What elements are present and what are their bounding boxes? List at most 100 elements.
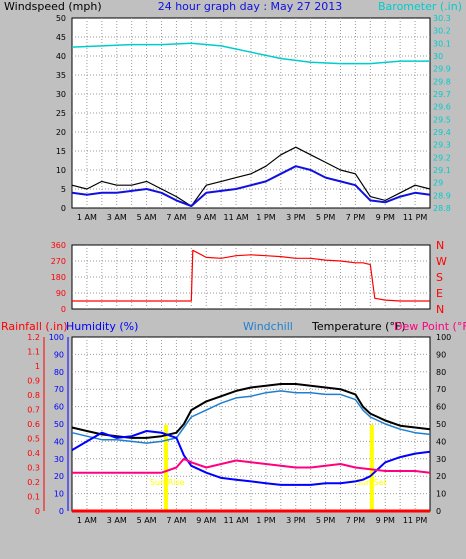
sun-marker-bar xyxy=(369,425,374,511)
windspeed-tick-label: 35 xyxy=(56,71,66,80)
barometer-tick-label: 30.2 xyxy=(433,27,451,36)
rainfall-tick-label: 0.2 xyxy=(27,478,40,487)
sun-marker-bar xyxy=(163,425,168,511)
rainfall-tick-label: 0.9 xyxy=(27,377,40,386)
humidity-tick-label: 70 xyxy=(54,385,64,394)
direction-tick-label: 270 xyxy=(51,257,66,266)
barometer-tick-label: 29 xyxy=(433,179,443,188)
x-tick-label: 3 PM xyxy=(286,213,305,222)
windspeed-tick-label: 15 xyxy=(56,147,66,156)
windspeed-x-ticks: 1 AM 3 AM 5 AM 7 AM 9 AM 11 AM 1 PM 3 PM 5 PM 7 P… xyxy=(77,213,427,222)
temperature-x-ticks: 1 AM 3 AM 5 AM 7 AM 9 AM 11 AM 1 PM 3 PM 5 PM 7 P… xyxy=(77,516,427,525)
humidity-tick-label: 100 xyxy=(49,333,64,342)
temperature-tick-label: 40 xyxy=(436,437,446,446)
dewpoint-line xyxy=(72,457,431,474)
windspeed-tick-label: 5 xyxy=(61,185,66,194)
wind-direction-line xyxy=(72,249,430,302)
temperature-label: Temperature (°F) xyxy=(311,320,406,333)
x-tick-label: 7 PM xyxy=(346,516,365,525)
rainfall-tick-label: 0.1 xyxy=(27,493,40,502)
windspeed-tick-label: 50 xyxy=(56,14,66,23)
wind-direction-series xyxy=(72,249,430,302)
temperature-tick-label: 80 xyxy=(436,368,446,377)
temperature-series: Sun Rise Sun Set xyxy=(71,383,431,513)
windspeed-y-ticks: 0 5 10 15 20 25 30 35 40 45 50 xyxy=(56,14,66,213)
rainfall-tick-label: 0.6 xyxy=(27,420,40,429)
barometer-tick-label: 28.9 xyxy=(433,191,451,200)
windspeed-tick-label: 25 xyxy=(56,109,66,118)
barometer-line xyxy=(71,42,430,65)
x-tick-label: 7 AM xyxy=(166,516,186,525)
barometer-tick-label: 29.2 xyxy=(433,153,451,162)
windspeed-tick-label: 10 xyxy=(56,166,66,175)
temperature-tick-label: 10 xyxy=(436,490,446,499)
temperature-tick-label: 60 xyxy=(436,403,446,412)
compass-tick-label: S xyxy=(436,271,443,284)
windspeed-tick-label: 0 xyxy=(61,204,66,213)
rainfall-tick-label: 1.1 xyxy=(27,348,40,357)
x-tick-label: 5 PM xyxy=(316,516,335,525)
x-tick-label: 11 PM xyxy=(403,516,428,525)
direction-tick-label: 0 xyxy=(61,305,66,314)
windspeed-tick-label: 20 xyxy=(56,128,66,137)
barometer-tick-label: 30.3 xyxy=(433,14,451,23)
direction-tick-label: 90 xyxy=(56,289,66,298)
direction-tick-label: 360 xyxy=(51,241,66,250)
windspeed-tick-label: 45 xyxy=(56,33,66,42)
barometer-tick-label: 29.5 xyxy=(433,115,451,124)
temperature-line xyxy=(71,383,431,439)
windchill-label: Windchill xyxy=(243,320,293,333)
rainfall-tick-label: 0 xyxy=(35,507,40,516)
humidity-tick-label: 60 xyxy=(54,403,64,412)
x-tick-label: 3 AM xyxy=(107,213,127,222)
humidity-tick-label: 10 xyxy=(54,490,64,499)
temperature-tick-label: 90 xyxy=(436,350,446,359)
compass-tick-label: N xyxy=(436,239,444,252)
humidity-tick-label: 90 xyxy=(54,350,64,359)
x-tick-label: 7 PM xyxy=(346,213,365,222)
x-tick-label: 11 AM xyxy=(224,213,249,222)
humidity-tick-label: 40 xyxy=(54,437,64,446)
rainfall-tick-label: 0.8 xyxy=(27,391,40,400)
barometer-axis-label: Barometer (.in) xyxy=(378,0,462,13)
x-tick-label: 9 AM xyxy=(196,213,216,222)
x-tick-label: 9 PM xyxy=(376,213,395,222)
rainfall-tick-label: 0.3 xyxy=(27,464,40,473)
humidity-tick-label: 30 xyxy=(54,455,64,464)
barometer-tick-label: 30 xyxy=(433,52,443,61)
chart-title: 24 hour graph day : May 27 2013 xyxy=(158,0,343,13)
x-tick-label: 3 AM xyxy=(107,516,127,525)
x-tick-label: 5 AM xyxy=(137,516,157,525)
temperature-tick-label: 50 xyxy=(436,420,446,429)
sun-marker-label: Sun Set xyxy=(356,478,387,487)
direction-tick-label: 180 xyxy=(51,273,66,282)
x-tick-label: 5 PM xyxy=(316,213,335,222)
humidity-line xyxy=(71,430,431,486)
humidity-tick-label: 50 xyxy=(54,420,64,429)
x-tick-label: 9 AM xyxy=(196,516,216,525)
barometer-tick-label: 29.9 xyxy=(433,65,451,74)
barometer-tick-label: 28.8 xyxy=(433,204,451,213)
x-tick-label: 11 PM xyxy=(403,213,428,222)
x-tick-label: 5 AM xyxy=(137,213,157,222)
barometer-tick-label: 29.3 xyxy=(433,141,451,150)
x-tick-label: 11 AM xyxy=(224,516,249,525)
dewpoint-label: Dew Point (°F) xyxy=(394,320,466,333)
windspeed-tick-label: 30 xyxy=(56,90,66,99)
compass-tick-label: E xyxy=(436,287,443,300)
x-tick-label: 1 PM xyxy=(256,516,275,525)
barometer-tick-label: 29.8 xyxy=(433,77,451,86)
windspeed-tick-label: 40 xyxy=(56,52,66,61)
windchill-line xyxy=(71,390,431,444)
sun-marker-label: Sun Rise xyxy=(150,478,185,487)
rainfall-tick-label: 0.4 xyxy=(27,449,40,458)
x-tick-label: 7 AM xyxy=(166,213,186,222)
windspeed-plot-area xyxy=(71,17,431,209)
x-tick-label: 1 AM xyxy=(77,516,97,525)
humidity-tick-label: 0 xyxy=(59,507,64,516)
temperature-grid xyxy=(72,337,430,511)
windspeed-axis-label: Windspeed (mph) xyxy=(4,0,102,13)
barometer-tick-label: 29.7 xyxy=(433,90,451,99)
